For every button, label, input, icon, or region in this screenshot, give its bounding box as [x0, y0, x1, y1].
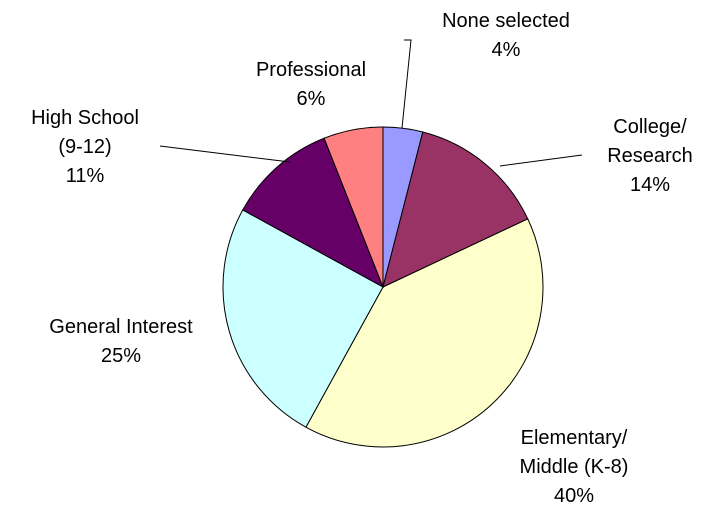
slice-name-none: None selected	[442, 10, 570, 32]
slice-name-college: Research	[607, 145, 693, 167]
slice-percent-none: 4%	[492, 39, 521, 61]
slice-label-none: None selected 4%	[442, 10, 570, 61]
slice-label-college: College/Research 14%	[607, 116, 693, 196]
slice-percent-professional: 6%	[297, 88, 326, 110]
slice-label-elementary: Elementary/Middle (K-8) 40%	[520, 427, 629, 507]
slice-name-highschool: (9-12)	[58, 136, 111, 158]
pie-slice-highschool	[242, 137, 384, 289]
leader-line-college	[499, 154, 583, 167]
slice-name-general: General Interest	[49, 316, 193, 338]
slice-name-elementary: Elementary/	[521, 427, 628, 449]
slice-name-highschool: High School	[31, 107, 139, 129]
pie-slices	[222, 126, 544, 448]
slice-label-highschool: High School (9-12) 11%	[31, 107, 139, 187]
slice-label-general: General Interest 25%	[49, 316, 193, 367]
slice-name-elementary: Middle (K-8)	[520, 456, 629, 478]
slice-name-professional: Professional	[256, 59, 366, 81]
leader-lines	[159, 39, 583, 167]
leader-line-highschool	[159, 145, 291, 163]
pie-slice-college	[382, 131, 529, 288]
slice-name-college: College/	[613, 116, 687, 138]
leader-line-none	[401, 39, 412, 129]
pie-slice-general	[222, 209, 384, 428]
slice-percent-college: 14%	[630, 174, 670, 196]
slice-percent-highschool: 11%	[66, 165, 105, 187]
slice-labels: None selected 4% College/Research 14% Elemen…	[31, 10, 693, 507]
slice-percent-elementary: 40%	[554, 485, 594, 507]
pie-slice-professional	[323, 126, 384, 288]
slice-percent-general: 25%	[101, 345, 141, 367]
pie-slice-elementary	[305, 218, 544, 448]
slice-label-professional: Professional 6%	[256, 59, 366, 110]
